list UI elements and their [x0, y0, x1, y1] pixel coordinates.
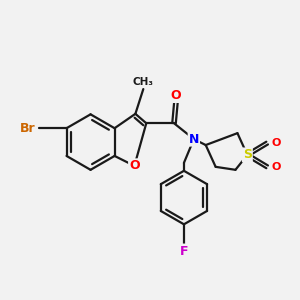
Text: F: F [180, 244, 188, 258]
Text: Br: Br [20, 122, 36, 135]
Text: O: O [129, 159, 140, 172]
Text: S: S [243, 148, 252, 161]
Text: CH₃: CH₃ [133, 77, 154, 87]
Text: O: O [272, 162, 281, 172]
Text: O: O [171, 89, 181, 102]
Text: N: N [189, 133, 199, 146]
Text: O: O [272, 138, 281, 148]
